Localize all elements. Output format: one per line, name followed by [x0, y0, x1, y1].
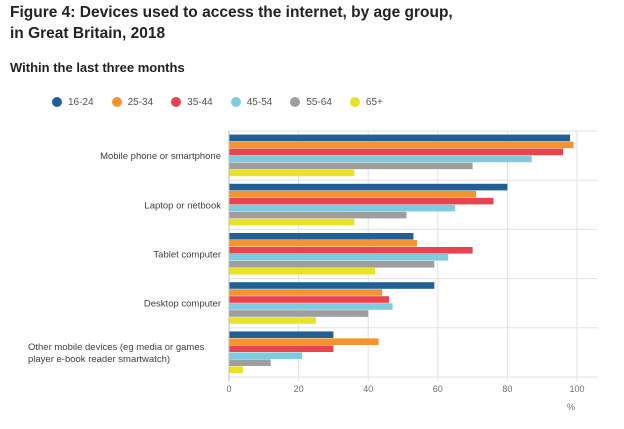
legend-marker — [111, 97, 122, 107]
bar-65-plus-2 — [229, 268, 376, 275]
bar-65-plus-4 — [229, 366, 243, 373]
bar-55-64-4 — [229, 359, 271, 366]
bar-55-64-1 — [229, 211, 407, 219]
x-tick-label: 0 — [226, 384, 231, 394]
legend-item-35-44: 35-44 — [171, 94, 213, 110]
bar-55-64-3 — [229, 310, 369, 317]
legend-label: 35-44 — [187, 96, 213, 108]
legend-label: 25-34 — [127, 96, 154, 108]
chart-title-line-1: Figure 4: Devices used to access the int… — [10, 4, 453, 21]
category-label: Mobile phone or smartphone — [100, 151, 221, 162]
bar-25-34-2 — [229, 240, 417, 247]
category-label: Tablet computer — [153, 250, 221, 261]
x-tick-label: 20 — [294, 384, 304, 394]
bar-65-plus-0 — [229, 169, 355, 177]
chart-title: Figure 4: Devices used to access the int… — [10, 2, 620, 44]
bar-35-44-2 — [229, 247, 473, 254]
bar-45-54-4 — [229, 352, 303, 359]
x-tick-label: 40 — [363, 384, 373, 394]
legend-label: 45-54 — [246, 96, 273, 108]
category-label: Laptop or netbook — [144, 200, 221, 211]
bar-25-34-4 — [229, 338, 379, 345]
chart-subtitle: Within the last three months — [10, 60, 185, 75]
category-label: Other mobile devices (eg media or games — [28, 342, 205, 353]
x-tick-label: 60 — [433, 384, 443, 394]
bar-25-34-0 — [229, 141, 574, 149]
bar-55-64-0 — [229, 162, 473, 170]
bar-35-44-1 — [229, 197, 494, 205]
legend-item-55-64: 55-64 — [290, 94, 332, 110]
bar-45-54-0 — [229, 155, 532, 163]
bar-16-24-1 — [229, 183, 508, 191]
bar-16-24-3 — [229, 282, 435, 289]
x-tick-label: 100 — [569, 384, 584, 394]
bar-55-64-2 — [229, 261, 435, 268]
bar-25-34-3 — [229, 289, 383, 296]
chart-title-line-2: in Great Britain, 2018 — [10, 25, 166, 42]
legend-marker — [171, 97, 182, 107]
legend-marker — [52, 97, 62, 107]
legend-item-25-34: 25-34 — [111, 94, 154, 110]
bar-35-44-0 — [229, 148, 564, 156]
legend-label: 65+ — [365, 96, 383, 108]
category-label: Desktop computer — [144, 299, 221, 310]
bar-45-54-3 — [229, 303, 393, 310]
x-axis-unit-label: % — [567, 402, 575, 412]
legend-label: 16-24 — [68, 96, 94, 108]
legend-marker — [349, 97, 360, 107]
bar-35-44-4 — [229, 345, 334, 352]
legend-marker — [230, 97, 241, 107]
legend-label: 55-64 — [306, 96, 332, 108]
bar-65-plus-1 — [229, 218, 355, 226]
legend-item-65-plus: 65+ — [349, 94, 383, 110]
legend-item-45-54: 45-54 — [230, 94, 273, 110]
bar-35-44-3 — [229, 296, 390, 303]
bar-45-54-1 — [229, 204, 456, 212]
legend-item-16-24: 16-24 — [52, 94, 94, 110]
chart-legend: 16-24 25-34 35-44 45-54 55-64 65+ — [52, 94, 401, 110]
bar-16-24-0 — [229, 134, 571, 142]
bar-16-24-2 — [229, 233, 414, 240]
category-label: player e-book reader smartwatch) — [28, 354, 170, 365]
bar-16-24-4 — [229, 331, 334, 338]
bar-65-plus-3 — [229, 317, 316, 324]
legend-marker — [290, 97, 301, 107]
bar-25-34-1 — [229, 190, 477, 198]
x-tick-label: 80 — [502, 384, 512, 394]
bar-45-54-2 — [229, 254, 449, 261]
